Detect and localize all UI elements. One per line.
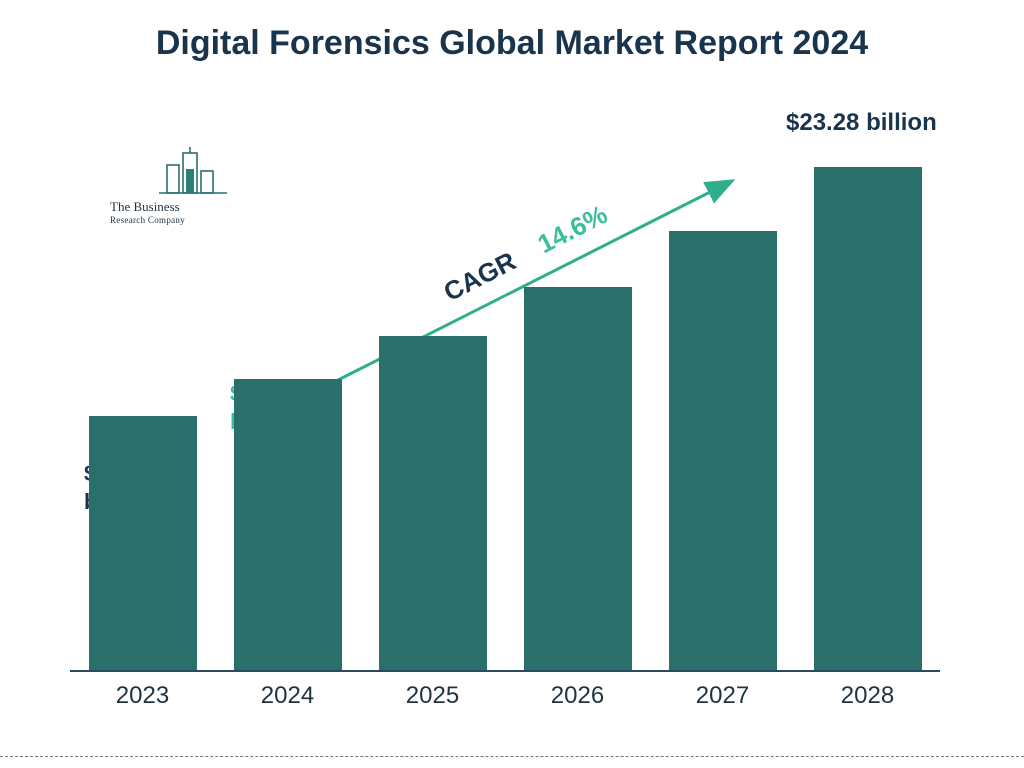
bars-group [70,130,940,670]
bar-2028 [814,167,922,670]
x-label: 2025 [379,682,487,710]
bar-2024 [234,379,342,670]
bar-chart [70,130,940,670]
x-label: 2027 [669,682,777,710]
x-axis-line [70,670,940,672]
bar-2027 [669,231,777,670]
chart-title: Digital Forensics Global Market Report 2… [0,24,1024,63]
x-label: 2024 [234,682,342,710]
chart-container: Digital Forensics Global Market Report 2… [0,0,1024,768]
x-axis-labels: 2023 2024 2025 2026 2027 2028 [70,682,940,710]
bar-slot [89,130,197,670]
x-label: 2023 [89,682,197,710]
bar-slot [379,130,487,670]
bar-2025 [379,336,487,670]
bar-slot [669,130,777,670]
bar-slot [814,130,922,670]
bar-slot [234,130,342,670]
x-label: 2026 [524,682,632,710]
x-label: 2028 [814,682,922,710]
bar-2023 [89,416,197,670]
bar-slot [524,130,632,670]
bar-2026 [524,287,632,670]
footer-divider [0,756,1024,757]
